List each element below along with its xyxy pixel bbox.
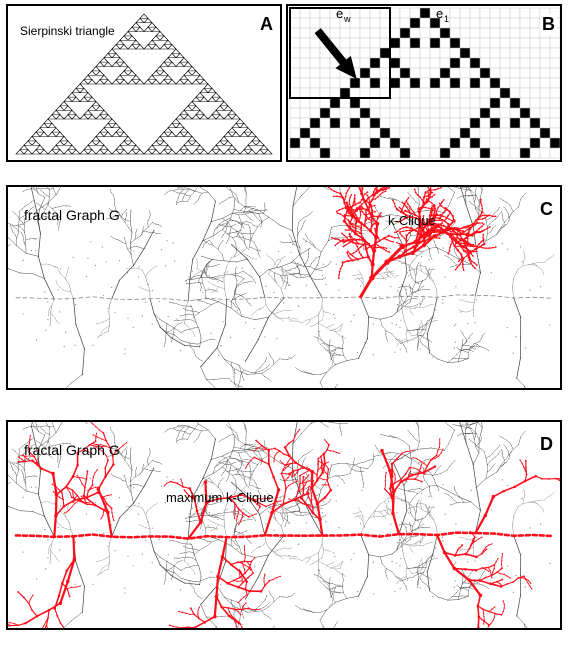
panel-d-label: D [538, 434, 555, 455]
figure-root: A Sierpinski triangle ewe1 B C fractal G… [0, 0, 568, 645]
svg-text:w: w [343, 14, 351, 24]
panel-a-label: A [258, 14, 275, 35]
panel-c-label: C [538, 199, 555, 220]
panel-c: C fractal Graph G k-Clique [6, 185, 562, 390]
panel-b: ewe1 B [286, 4, 562, 162]
sierpinski-grid: ewe1 [288, 6, 560, 160]
panel-d-ann1: fractal Graph G [24, 442, 120, 458]
svg-text:e: e [336, 6, 343, 21]
panel-c-ann2: k-Clique [388, 213, 436, 228]
panel-a: A Sierpinski triangle [6, 4, 282, 162]
svg-text:1: 1 [444, 14, 449, 24]
svg-text:e: e [436, 6, 443, 21]
panel-a-annotation: Sierpinski triangle [20, 24, 115, 38]
panel-b-label: B [540, 14, 557, 35]
panel-c-ann1: fractal Graph G [24, 207, 120, 223]
panel-d: D fractal Graph G maximum k-Clique [6, 420, 562, 630]
panel-d-ann2: maximum k-Clique [166, 490, 274, 505]
